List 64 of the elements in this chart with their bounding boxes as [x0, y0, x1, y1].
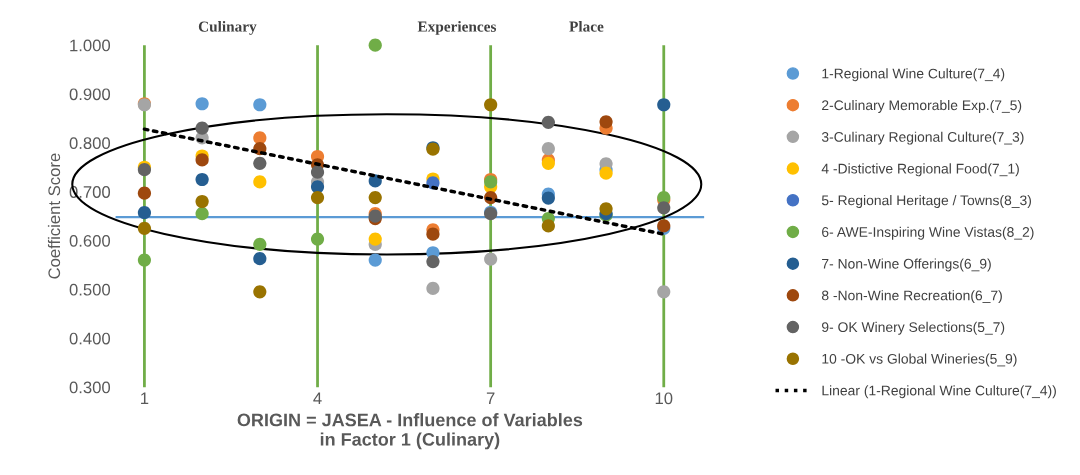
- point: [253, 175, 267, 189]
- point: [310, 165, 325, 179]
- point: [137, 206, 151, 220]
- legend-label: 10 -OK vs Global Wineries(5_9): [822, 353, 1017, 367]
- text: Experiences: [417, 21, 497, 35]
- point: [195, 97, 209, 111]
- point: [195, 207, 209, 221]
- point: [657, 98, 671, 112]
- point: [426, 254, 440, 269]
- legend-label: 3-Culinary Regional Culture(7_3): [821, 131, 1024, 145]
- point: [137, 221, 151, 235]
- x-tick-label: 1: [141, 392, 149, 405]
- x-axis-title: ORIGIN = JASEA - Influence of Variables in Factor 1 (Culinary): [237, 413, 583, 450]
- point: [657, 201, 671, 215]
- point: [253, 285, 267, 299]
- legend-label: Linear (1-Regional Wine Culture(7_4)): [822, 385, 1056, 399]
- point: [599, 115, 613, 129]
- y-tick-label: 0.300: [69, 381, 111, 394]
- y-tick-label: 0.500: [69, 283, 111, 296]
- point: [426, 227, 440, 241]
- point: [310, 232, 325, 246]
- point: [253, 98, 267, 112]
- point: [484, 252, 498, 266]
- point: [195, 153, 209, 167]
- point: [310, 190, 325, 205]
- legend-label: 4 -Distictive Regional Food(7_1): [821, 163, 1019, 177]
- point: [368, 253, 382, 267]
- legend-label: 6- AWE-Inspiring Wine Vistas(8_2): [822, 226, 1034, 240]
- point: [137, 186, 151, 200]
- x-tick-label: 4: [313, 392, 322, 405]
- point: [368, 38, 382, 52]
- legend-label: 8 -Non-Wine Recreation(6_7): [821, 290, 1002, 304]
- point: [195, 172, 209, 187]
- y-tick-label: 0.400: [69, 332, 111, 345]
- point: [195, 121, 209, 135]
- point: [253, 237, 267, 252]
- text: Place: [569, 21, 604, 32]
- point: [195, 194, 209, 209]
- legend-label: 7- Non-Wine Offerings(6_9): [822, 258, 991, 272]
- x-tick-label: 10: [655, 392, 673, 405]
- point: [253, 156, 267, 170]
- y-axis-title: Coefficient Score: [47, 153, 61, 279]
- y-tick-label: 0.600: [69, 234, 111, 247]
- legend-label: 5- Regional Heritage / Towns(8_3): [821, 195, 1031, 208]
- point: [541, 191, 555, 205]
- point: [541, 142, 555, 156]
- text: Culinary: [198, 20, 257, 35]
- point: [657, 285, 671, 299]
- point: [368, 232, 382, 246]
- point: [253, 252, 267, 266]
- point: [599, 202, 613, 216]
- x-tick-label: 7: [486, 392, 495, 405]
- point: [368, 190, 382, 205]
- y-tick-label: 0.800: [69, 137, 111, 150]
- point: [541, 219, 555, 233]
- point: [484, 98, 498, 112]
- point: [137, 253, 151, 267]
- point: [426, 281, 440, 296]
- legend-label: 9- OK Winery Selections(5_7): [822, 321, 1005, 335]
- y-tick-label: 0.900: [69, 88, 111, 101]
- legend-label: 2-Culinary Memorable Exp.(7_5): [822, 99, 1022, 113]
- y-tick-label: 1.000: [70, 39, 111, 52]
- legend-label: 1-Regional Wine Culture(7_4): [822, 68, 1005, 82]
- point: [541, 115, 555, 129]
